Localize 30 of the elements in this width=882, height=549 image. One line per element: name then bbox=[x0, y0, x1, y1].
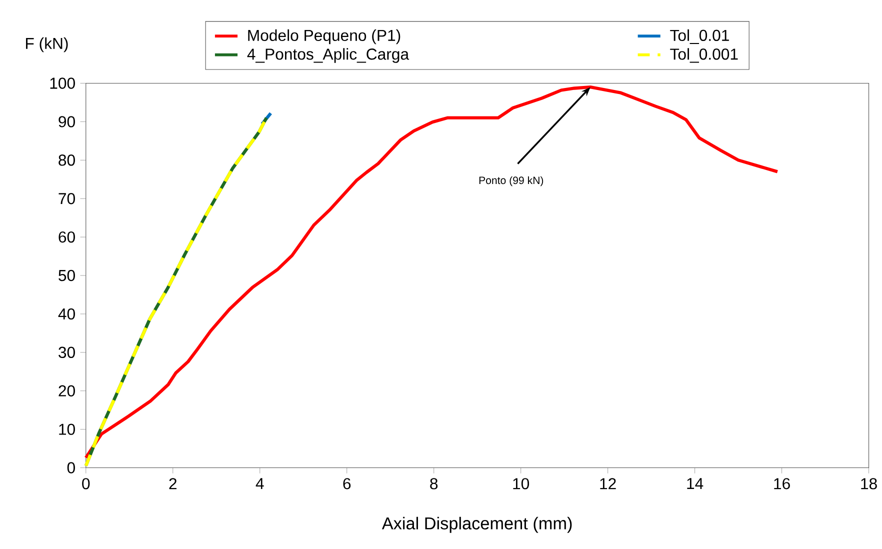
y-tick-label: 0 bbox=[67, 462, 75, 474]
y-tick-label: 60 bbox=[58, 231, 75, 243]
legend-label: Tol_0.01 bbox=[670, 29, 729, 44]
y-tick-label: 10 bbox=[59, 424, 75, 435]
x-tick-label: 18 bbox=[861, 478, 877, 490]
y-tick-label: 30 bbox=[58, 346, 75, 358]
x-tick-label: 14 bbox=[687, 478, 704, 489]
x-tick-label: 16 bbox=[774, 478, 790, 490]
y-tick-label: 50 bbox=[58, 270, 75, 282]
x-tick-label: 0 bbox=[82, 478, 90, 490]
line-series bbox=[84, 86, 780, 460]
legend-label: Tol_0.001 bbox=[670, 48, 738, 63]
y-tick-label: 20 bbox=[58, 385, 75, 396]
x-axis-title: Axial Displacement (mm) bbox=[382, 516, 572, 533]
annotation: Ponto (99 kN) bbox=[479, 176, 544, 186]
x-tick-label: 2 bbox=[169, 478, 176, 490]
y-axis-title: F (kN) bbox=[26, 37, 68, 52]
y-tick-label: 90 bbox=[58, 116, 75, 128]
x-tick-label: 8 bbox=[430, 478, 438, 490]
y-tick-label: 100 bbox=[50, 78, 75, 89]
x-tick-label: 4 bbox=[256, 478, 264, 489]
legend-label: Modelo Pequeno (P1) bbox=[248, 29, 400, 44]
x-tick-label: 6 bbox=[343, 478, 351, 490]
y-tick-label: 40 bbox=[58, 308, 75, 320]
line-series bbox=[84, 116, 268, 468]
y-tick-label: 70 bbox=[58, 192, 75, 204]
x-tick-label: 10 bbox=[513, 478, 530, 490]
legend-label: 4_Pontos_Aplic_Carga bbox=[247, 48, 410, 63]
x-tick-label: 12 bbox=[600, 478, 616, 490]
y-tick-label: 80 bbox=[58, 154, 75, 166]
